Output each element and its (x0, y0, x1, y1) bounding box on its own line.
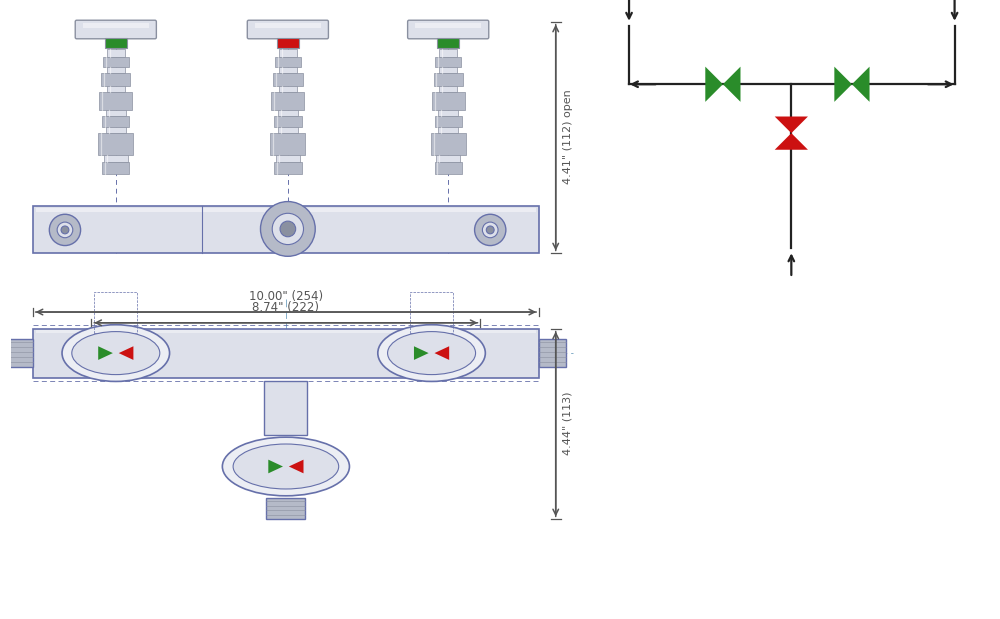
Polygon shape (98, 346, 113, 360)
Circle shape (475, 214, 506, 246)
Bar (434, 72, 463, 86)
Bar (274, 162, 302, 174)
Bar (98, 133, 133, 155)
Bar (103, 57, 129, 67)
Polygon shape (119, 346, 133, 360)
Bar (432, 92, 465, 110)
FancyBboxPatch shape (75, 20, 156, 39)
Ellipse shape (378, 325, 485, 381)
Bar (99, 92, 132, 110)
Bar (273, 72, 303, 86)
Bar (277, 38, 299, 48)
Circle shape (482, 222, 498, 238)
Bar (33, 207, 539, 253)
Bar (5, 339, 33, 367)
Bar (101, 72, 130, 86)
Bar (83, 23, 149, 28)
Bar (94, 292, 137, 332)
Bar (435, 57, 461, 67)
Bar (266, 498, 305, 519)
Bar (539, 339, 566, 367)
Polygon shape (834, 67, 852, 102)
Bar (276, 155, 300, 162)
Circle shape (280, 221, 296, 236)
Polygon shape (775, 116, 808, 133)
Ellipse shape (62, 325, 170, 381)
FancyBboxPatch shape (247, 20, 328, 39)
Bar (415, 23, 481, 28)
Polygon shape (414, 346, 429, 360)
Bar (274, 116, 302, 128)
Bar (102, 162, 129, 174)
Text: 8.74" (222): 8.74" (222) (252, 301, 319, 314)
Circle shape (49, 214, 81, 246)
Bar (438, 128, 458, 133)
Bar (279, 67, 297, 72)
Bar (36, 209, 536, 212)
Bar (439, 49, 457, 57)
Bar (106, 110, 126, 116)
FancyBboxPatch shape (408, 20, 489, 39)
Bar (431, 133, 466, 155)
Ellipse shape (72, 332, 160, 374)
Bar (33, 329, 539, 378)
Ellipse shape (388, 332, 476, 374)
Text: 10.00" (254): 10.00" (254) (249, 290, 323, 303)
Bar (264, 381, 307, 435)
Polygon shape (705, 67, 723, 102)
Bar (102, 116, 129, 128)
Polygon shape (435, 346, 449, 360)
Polygon shape (268, 460, 283, 474)
Ellipse shape (233, 444, 339, 489)
Bar (255, 23, 321, 28)
Bar (439, 67, 457, 72)
Bar (436, 155, 460, 162)
Bar (410, 292, 453, 332)
Bar (278, 128, 298, 133)
Bar (435, 162, 462, 174)
Polygon shape (289, 460, 304, 474)
Bar (107, 86, 125, 92)
Bar (270, 133, 305, 155)
Bar (104, 155, 128, 162)
Bar (107, 49, 125, 57)
Text: 4.44" (113): 4.44" (113) (563, 392, 573, 455)
Circle shape (486, 226, 494, 234)
Text: 4.41" (112) open: 4.41" (112) open (563, 90, 573, 184)
Bar (36, 330, 536, 332)
Bar (439, 86, 457, 92)
Circle shape (272, 214, 304, 245)
Bar (106, 128, 126, 133)
Bar (279, 86, 297, 92)
Bar (437, 38, 459, 48)
Bar (278, 110, 298, 116)
Circle shape (57, 222, 73, 238)
Bar (435, 116, 462, 128)
Bar (107, 67, 125, 72)
Circle shape (260, 202, 315, 256)
Bar (438, 110, 458, 116)
Ellipse shape (222, 437, 349, 496)
Polygon shape (723, 67, 740, 102)
Polygon shape (775, 133, 808, 150)
Bar (271, 92, 304, 110)
Bar (105, 38, 127, 48)
Bar (275, 57, 301, 67)
Polygon shape (852, 67, 870, 102)
Circle shape (61, 226, 69, 234)
Bar (279, 49, 297, 57)
